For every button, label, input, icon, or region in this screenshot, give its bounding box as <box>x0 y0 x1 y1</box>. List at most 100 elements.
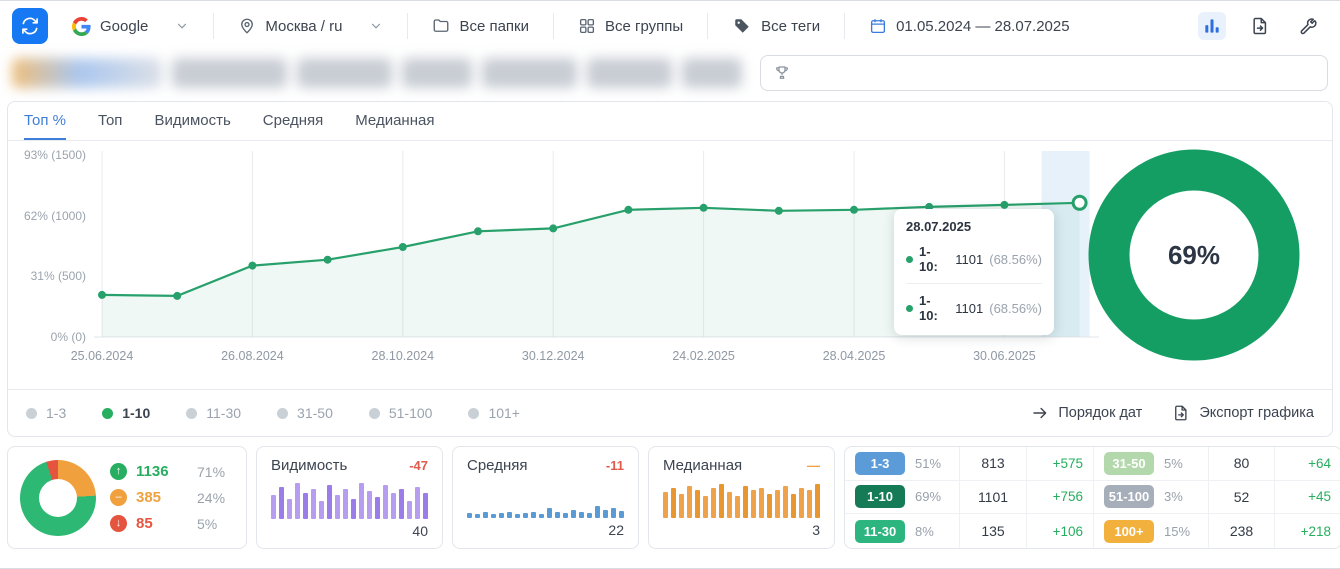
folders-select[interactable]: Все папки <box>418 17 543 35</box>
sync-icon <box>20 16 40 36</box>
spark-bar <box>791 494 796 518</box>
export-chart-button[interactable]: Экспорт графика <box>1172 404 1314 422</box>
spark-bar <box>383 485 388 519</box>
top-toolbar: Google Москва / ru Все папки <box>0 1 1340 51</box>
y-axis-label: 93% (1500) <box>23 148 86 162</box>
legend-item-31-50[interactable]: 31-50 <box>277 405 333 421</box>
spark-bar <box>587 513 592 518</box>
toolbar-divider <box>407 13 409 39</box>
range-change: +218 <box>1300 523 1331 539</box>
redacted-filter-chips <box>12 58 742 88</box>
chart-panel: Топ % Топ Видимость Средняя Медианная 93% (1… <box>7 101 1333 437</box>
spark-bar <box>611 508 616 518</box>
tab-топ[interactable]: Топ % <box>24 102 66 140</box>
tab-средняя[interactable]: Средняя <box>262 111 324 129</box>
spark-bar <box>671 488 676 518</box>
visibility-card[interactable]: Видимость -47 40 <box>256 446 443 549</box>
spark-bar <box>743 486 748 518</box>
legend-item-1-10[interactable]: 1-10 <box>102 405 150 421</box>
spark-bar <box>467 513 472 518</box>
toolbar-divider <box>552 13 554 39</box>
spark-bar <box>515 514 520 518</box>
redacted-chip <box>482 58 577 88</box>
toolbar-right-actions <box>1198 12 1328 40</box>
spark-bar <box>311 489 316 519</box>
keywords-search-input[interactable] <box>801 65 1315 81</box>
average-position-card[interactable]: Средняя -11 22 <box>452 446 639 549</box>
legend-item-51-100[interactable]: 51-100 <box>368 405 432 421</box>
stat-row-11-30[interactable]: 11-30 8% 135 +106 <box>845 514 1093 548</box>
spark-bar <box>703 496 708 518</box>
line-chart-plot[interactable]: 25.06.2024 26.08.2024 28.10.2024 30.12.2024… <box>71 151 1099 375</box>
spark-bar <box>507 512 512 518</box>
card-value: 22 <box>608 522 624 538</box>
toolbar-divider <box>213 13 215 39</box>
chart-view-button[interactable] <box>1198 12 1226 40</box>
redacted-chip <box>297 58 392 88</box>
tooltip-series-row: 1-10: 1101 (68.56%) <box>906 291 1042 325</box>
stat-row-31-50[interactable]: 31-50 5% 80 +64 <box>1093 447 1340 481</box>
dynamics-rows: ↑ 1136 71% –385 24% ↓ 85 5% <box>110 463 234 532</box>
range-change: +45 <box>1308 489 1331 505</box>
range-change: +575 <box>1052 455 1083 471</box>
spark-bar <box>351 499 356 519</box>
legend-item-1-3[interactable]: 1-3 <box>26 405 66 421</box>
date-range-picker[interactable]: 01.05.2024 — 28.07.2025 <box>855 17 1083 35</box>
card-title: Видимость <box>271 457 348 474</box>
tab-медианная[interactable]: Медианная <box>355 111 435 129</box>
spark-bar <box>679 494 684 518</box>
date-order-label: Порядок дат <box>1058 405 1143 421</box>
legend-dot-icon <box>102 407 114 419</box>
spark-bar <box>735 496 740 518</box>
top10-donut-chart: 69% <box>1088 149 1300 361</box>
range-badge: 100+ <box>1104 519 1154 543</box>
line-chart <box>94 151 1099 338</box>
redacted-chip <box>402 58 472 88</box>
sync-button[interactable] <box>12 8 48 44</box>
legend-dot-icon <box>368 407 380 419</box>
sparkline <box>467 483 624 518</box>
tab-топ[interactable]: Топ <box>97 111 123 129</box>
stat-row-1-10[interactable]: 1-10 69% 1101 +756 <box>845 480 1093 515</box>
region-label: Москва / ru <box>265 17 343 35</box>
range-badge: 11-30 <box>855 519 905 543</box>
median-position-card[interactable]: Медианная — 3 <box>648 446 835 549</box>
spark-bar <box>531 512 536 518</box>
legend-item-101+[interactable]: 101+ <box>468 405 520 421</box>
tab-видимость[interactable]: Видимость <box>154 111 231 129</box>
card-title: Медианная <box>663 457 743 474</box>
bottom-stats: ↑ 1136 71% –385 24% ↓ 85 5% Видимость -47 40 Сред… <box>0 437 1340 558</box>
x-axis-label: 28.10.2024 <box>371 349 435 363</box>
groups-select[interactable]: Все группы <box>564 17 697 35</box>
y-axis-label: 62% (1000) <box>23 208 86 223</box>
spark-bar <box>295 483 300 519</box>
legend-item-11-30[interactable]: 11-30 <box>186 405 241 421</box>
search-engine-label: Google <box>100 17 149 35</box>
keyword-search[interactable] <box>760 55 1328 91</box>
stat-row-100+[interactable]: 100+ 15% 238 +218 <box>1093 514 1340 548</box>
date-order-button[interactable]: Порядок дат <box>1031 404 1142 422</box>
search-engine-select[interactable]: Google <box>58 16 203 36</box>
dynamics-row-up: ↑ 1136 71% <box>110 463 234 480</box>
spark-bar <box>375 497 380 519</box>
card-value: 3 <box>812 522 820 538</box>
stat-row-1-3[interactable]: 1-3 51% 813 +575 <box>845 447 1093 481</box>
tooltip-series-row: 1-10: 1101 (68.56%) <box>906 242 1042 276</box>
dynamics-row-down: ↓ 85 5% <box>110 515 234 532</box>
sparkline <box>271 483 428 519</box>
tools-button[interactable] <box>1294 12 1322 40</box>
export-report-button[interactable] <box>1246 12 1274 40</box>
range-count: 1101 <box>959 480 1027 514</box>
spark-bar <box>407 501 412 519</box>
region-select[interactable]: Москва / ru <box>224 17 397 35</box>
spark-bar <box>711 488 716 518</box>
range-percent: 5% <box>1164 455 1183 471</box>
dynamics-donut-chart <box>20 459 96 536</box>
y-axis-label: 0% (0) <box>50 330 86 344</box>
spark-bar <box>783 486 788 518</box>
spark-bar <box>303 493 308 519</box>
dynamics-row-same: –385 24% <box>110 489 234 506</box>
stat-row-51-100[interactable]: 51-100 3% 52 +45 <box>1093 480 1340 515</box>
tags-select[interactable]: Все теги <box>718 17 834 35</box>
toolbar-divider <box>844 13 846 39</box>
